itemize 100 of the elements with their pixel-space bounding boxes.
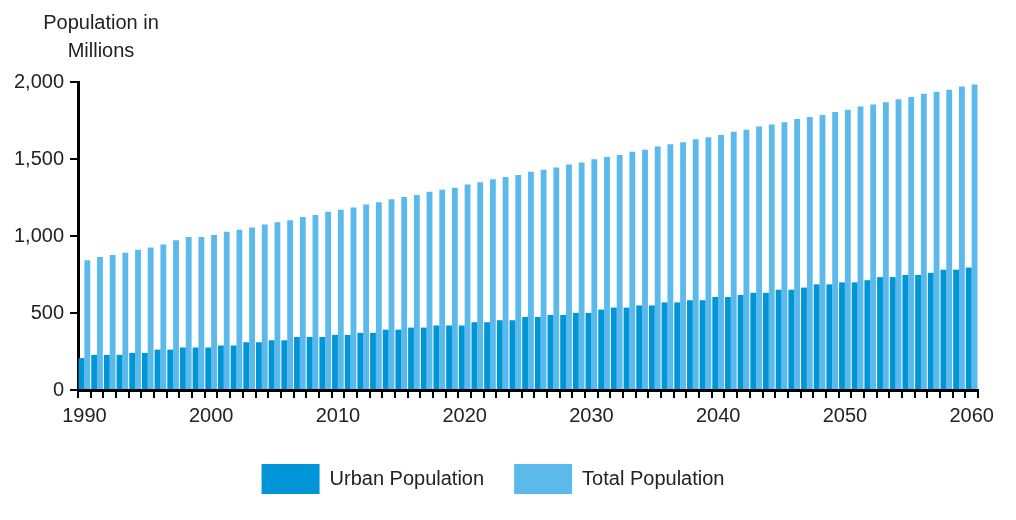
x-tick-label: 2030 [569, 403, 614, 426]
bar [750, 292, 757, 389]
bar [920, 93, 927, 389]
bar [756, 126, 763, 389]
bar [122, 252, 129, 389]
bar [375, 202, 382, 389]
legend-label: Total Population [582, 466, 725, 489]
bar [179, 347, 186, 389]
bar [261, 224, 268, 389]
bar [109, 254, 116, 389]
bar [940, 269, 947, 389]
bar [705, 137, 712, 389]
bar [534, 317, 541, 389]
bar [844, 109, 851, 389]
bar [249, 227, 255, 389]
bar [629, 151, 636, 389]
bar [642, 149, 648, 389]
bar [97, 257, 103, 389]
bar [560, 315, 567, 389]
bar [420, 327, 427, 389]
bar [217, 345, 224, 389]
bar [801, 287, 807, 389]
bar [648, 305, 655, 389]
bar [553, 167, 560, 389]
bar [927, 272, 934, 389]
bar [636, 305, 643, 389]
bar [965, 267, 972, 389]
bar [864, 280, 871, 389]
bar [826, 284, 833, 389]
bar [768, 124, 775, 389]
bar [205, 347, 212, 389]
y-tick-label: 1,000 [13, 223, 65, 246]
bar [103, 354, 110, 389]
bar [680, 142, 686, 389]
bar [382, 329, 389, 389]
bar [674, 302, 681, 389]
bar [299, 217, 306, 389]
bar [528, 171, 534, 389]
bar [763, 292, 769, 389]
bar [502, 177, 509, 389]
bar [946, 89, 953, 389]
bar [211, 234, 217, 389]
bar [446, 325, 452, 389]
y-tick-label: 1,500 [13, 146, 65, 169]
bar [870, 104, 877, 389]
y-tick-label: 500 [30, 300, 65, 323]
bar [306, 337, 313, 389]
bar [91, 354, 98, 389]
bar [135, 249, 141, 389]
x-tick-label: 2000 [188, 403, 234, 426]
bar [357, 332, 364, 389]
bar [604, 157, 610, 389]
bar [839, 282, 845, 389]
bar [958, 86, 965, 389]
bar [692, 139, 699, 389]
bar [433, 325, 440, 389]
bar [953, 269, 959, 389]
bar [84, 260, 91, 389]
x-tick-label: 2050 [822, 403, 868, 426]
bar [395, 329, 402, 389]
bar [160, 244, 167, 389]
bar [141, 352, 148, 389]
bar [319, 337, 326, 389]
x-tick-label: 2040 [695, 403, 741, 426]
bar [408, 327, 414, 389]
bar [484, 322, 490, 389]
bar [775, 289, 782, 389]
bar [243, 342, 250, 389]
bar [287, 220, 294, 389]
bar [832, 111, 839, 389]
x-tick-label: 2010 [315, 403, 361, 426]
bar [889, 277, 896, 389]
bar [578, 162, 585, 389]
bar [147, 247, 154, 389]
bar [490, 179, 496, 389]
bar [522, 317, 529, 389]
bar [413, 194, 420, 389]
bar [730, 131, 737, 389]
bar [806, 117, 813, 389]
bar [496, 320, 503, 389]
bar [332, 334, 338, 389]
bar [458, 325, 465, 389]
bar [610, 307, 617, 389]
bar [337, 209, 344, 389]
x-tick-label: 1990 [62, 403, 107, 426]
bar [477, 182, 484, 389]
bar [256, 342, 262, 389]
bar [268, 340, 275, 389]
bar [654, 146, 661, 389]
bar [813, 284, 820, 389]
bar [725, 296, 731, 389]
bar [915, 274, 921, 389]
bar [515, 175, 522, 389]
bar [540, 169, 547, 389]
bar [788, 289, 795, 389]
bar [902, 274, 909, 389]
bar [344, 334, 351, 389]
bar [566, 164, 572, 389]
bar [325, 211, 332, 389]
bar [451, 187, 458, 389]
